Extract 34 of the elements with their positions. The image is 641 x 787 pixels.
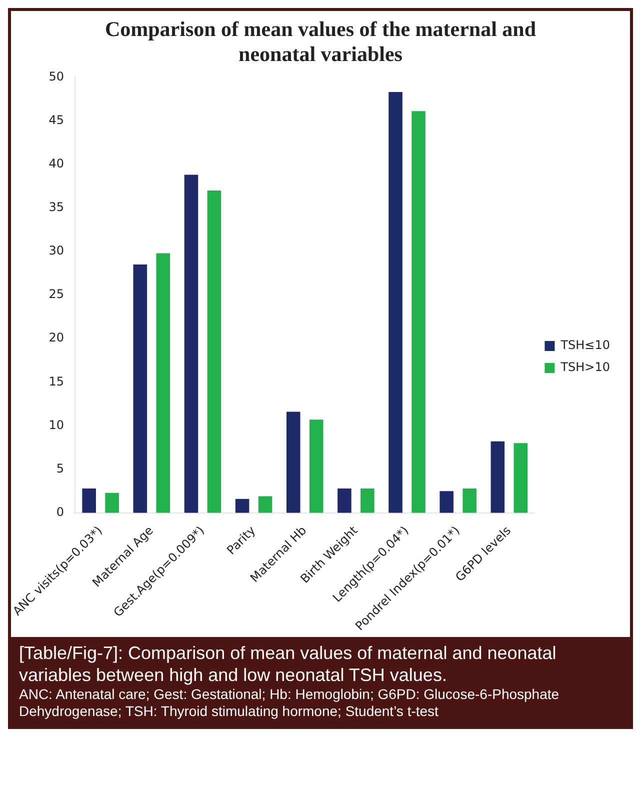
text: ANC: Antenatal care; Gest: Gestational; Hb: Hemoglobin; G6PD: Glucose-6-Phosphate Dehydrogenase; TSH: Thyroid stimulating hormone; Student’s t-test [19, 686, 560, 720]
y-tick-label: 0 [56, 504, 64, 519]
bar [514, 443, 528, 513]
bar [235, 498, 250, 513]
bar [440, 491, 454, 513]
y-tick-label: 35 [48, 200, 64, 214]
text: [Table/Fig-7]: Comparison of mean values of maternal and neonatal variables between high and low neonatal TSH values. [19, 643, 558, 686]
bar [105, 492, 119, 513]
y-tick-label: 30 [48, 244, 64, 258]
bar [338, 488, 352, 513]
y-tick-label: 40 [48, 156, 64, 170]
bar [184, 174, 198, 513]
y-tick-label: 45 [48, 112, 64, 127]
bar [490, 441, 505, 513]
y-tick-label: 15 [48, 374, 64, 388]
bar [133, 264, 148, 513]
y-tick-label: 5 [56, 461, 64, 476]
y-tick-label: 20 [48, 330, 64, 345]
y-tick-label: 10 [48, 418, 64, 432]
legend-label: TSH≤10 [560, 338, 610, 352]
bar [462, 488, 476, 513]
bar [82, 488, 96, 513]
bar [388, 92, 402, 513]
bar [286, 412, 300, 513]
bar [156, 253, 170, 513]
chart-title: Comparison of mean values of the maternal and neonatal variables [104, 16, 538, 67]
y-tick-label: 25 [48, 287, 64, 302]
bar [360, 488, 374, 513]
bar [207, 190, 222, 513]
legend-label: TSH>10 [560, 360, 610, 374]
y-tick-label: 50 [48, 69, 64, 84]
bar [309, 420, 324, 513]
bar [258, 496, 272, 513]
bar [412, 111, 426, 513]
